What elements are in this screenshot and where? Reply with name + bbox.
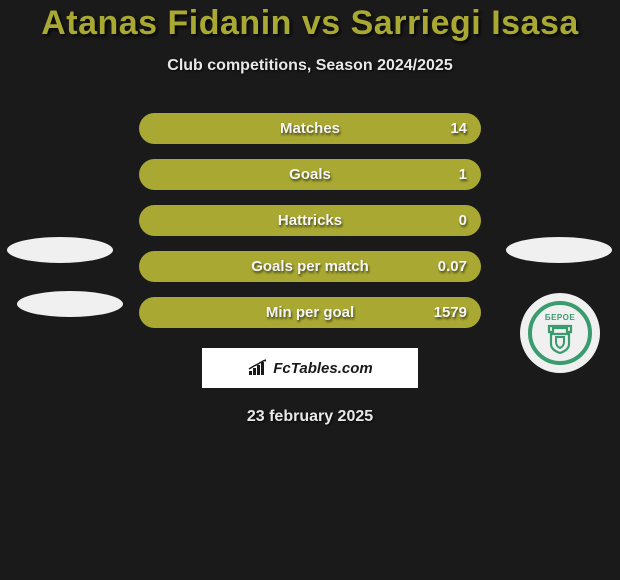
stat-label: Goals <box>289 166 331 183</box>
stat-label: Min per goal <box>266 304 354 321</box>
infographic-container: Atanas Fidanin vs Sarriegi Isasa Club co… <box>0 0 620 580</box>
stat-row: Min per goal 1579 <box>0 297 620 328</box>
stat-value: 1579 <box>434 304 467 321</box>
stat-label: Hattricks <box>278 212 342 229</box>
watermark-text: FcTables.com <box>273 360 372 377</box>
subtitle: Club competitions, Season 2024/2025 <box>0 57 620 75</box>
stat-label: Matches <box>280 120 340 137</box>
stat-bar-gpm: Goals per match 0.07 <box>139 251 481 282</box>
chart-icon <box>247 359 269 377</box>
stat-value: 0 <box>459 212 467 229</box>
stat-label: Goals per match <box>251 258 369 275</box>
stat-row: Hattricks 0 <box>0 205 620 236</box>
stat-bar-hattricks: Hattricks 0 <box>139 205 481 236</box>
date-text: 23 february 2025 <box>0 408 620 426</box>
shield-icon <box>547 324 573 354</box>
stat-row: Goals 1 <box>0 159 620 190</box>
stat-row: Matches 14 <box>0 113 620 144</box>
stat-value: 0.07 <box>438 258 467 275</box>
stat-value: 14 <box>450 120 467 137</box>
watermark: FcTables.com <box>202 348 418 388</box>
stat-bar-goals: Goals 1 <box>139 159 481 190</box>
stat-value: 1 <box>459 166 467 183</box>
page-title: Atanas Fidanin vs Sarriegi Isasa <box>0 4 620 43</box>
stat-row: Goals per match 0.07 <box>0 251 620 282</box>
stat-bar-matches: Matches 14 <box>139 113 481 144</box>
stats-area: БЕРОЕ Matches 14 Goals 1 <box>0 113 620 328</box>
stat-bar-mpg: Min per goal 1579 <box>139 297 481 328</box>
